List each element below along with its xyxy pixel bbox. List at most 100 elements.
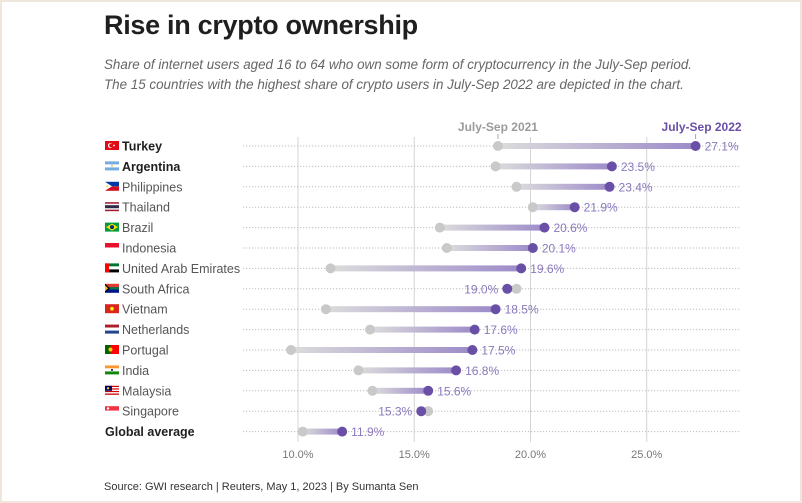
malaysia-flag <box>105 385 119 395</box>
chart-title: Rise in crypto ownership <box>104 10 418 40</box>
vietnam-flag <box>105 304 119 314</box>
country-label: India <box>122 364 149 378</box>
value-label: 15.3% <box>378 405 412 419</box>
value-label: 20.1% <box>542 242 576 256</box>
dot-2021 <box>423 406 434 417</box>
dot-2022 <box>516 263 527 274</box>
change-bar <box>495 163 612 170</box>
value-label: 23.4% <box>619 180 653 194</box>
change-bar <box>358 367 457 374</box>
dot-2022 <box>604 181 615 192</box>
dot-2022 <box>690 141 701 151</box>
data-row: United Arab Emirates 19.6% <box>105 262 740 276</box>
dot-2022 <box>606 161 617 172</box>
change-bar <box>302 428 343 435</box>
dot-2021 <box>511 283 522 294</box>
indonesia-flag <box>105 243 119 252</box>
data-row: Singapore 15.3% <box>105 405 740 419</box>
india-flag <box>105 365 119 375</box>
dot-2022 <box>467 345 478 355</box>
value-label: 15.6% <box>437 384 471 398</box>
dot-2021 <box>297 426 308 437</box>
country-label: Singapore <box>122 405 179 419</box>
legend-2021: July-Sep 2021 <box>458 120 538 134</box>
dot-2022 <box>337 426 348 437</box>
value-label: 23.5% <box>621 160 655 174</box>
country-label: Thailand <box>122 201 170 215</box>
country-label: Malaysia <box>122 384 171 398</box>
value-label: 16.8% <box>465 364 499 378</box>
data-row: India 16.8% <box>105 364 740 378</box>
country-label: Indonesia <box>122 242 176 256</box>
dot-2021 <box>353 365 364 376</box>
value-label: 17.6% <box>484 323 518 337</box>
change-bar <box>291 347 473 353</box>
dot-2021 <box>320 304 331 315</box>
dot-2021 <box>490 161 501 172</box>
change-bar <box>370 326 475 333</box>
dot-2022 <box>569 202 580 213</box>
dot-2022 <box>539 222 550 233</box>
dot-2021 <box>441 243 452 253</box>
dot-2022 <box>416 406 427 417</box>
data-row: Indonesia 20.1% <box>105 242 740 256</box>
uae-flag <box>105 263 119 273</box>
subtitle-line-1: Share of internet users aged 16 to 64 wh… <box>104 57 693 72</box>
data-row: Turkey 27.1% <box>105 140 740 154</box>
change-bar <box>439 224 545 231</box>
change-bar <box>372 387 429 394</box>
country-label: Argentina <box>122 160 181 174</box>
x-tick-label: 25.0% <box>631 449 662 461</box>
value-label: 19.0% <box>464 282 498 296</box>
country-label: Philippines <box>122 180 182 194</box>
data-row: Global average 11.9% <box>105 425 740 439</box>
dot-2021 <box>325 263 336 274</box>
data-row: South Africa 19.0% <box>105 282 740 296</box>
change-bar <box>532 204 575 211</box>
dot-2022 <box>502 283 513 294</box>
data-row: Philippines 23.4% <box>105 180 740 194</box>
data-row: Vietnam 18.5% <box>105 303 740 317</box>
turkey-flag <box>105 141 119 150</box>
change-bar <box>325 306 496 313</box>
dot-2021 <box>367 385 378 396</box>
data-row: Malaysia 15.6% <box>105 384 740 398</box>
dot-2022 <box>451 365 462 376</box>
philippines-flag <box>105 181 119 191</box>
data-row: Argentina 23.5% <box>105 160 740 174</box>
country-label: Netherlands <box>122 323 189 337</box>
country-label: United Arab Emirates <box>122 262 240 276</box>
change-bar <box>516 183 610 190</box>
change-bar <box>446 245 533 251</box>
dot-2022 <box>469 324 480 335</box>
singapore-flag <box>105 406 119 416</box>
thailand-flag <box>105 202 119 212</box>
value-label: 18.5% <box>505 303 539 317</box>
change-bar <box>330 265 522 272</box>
value-label: 11.9% <box>351 425 384 439</box>
value-label: 17.5% <box>481 344 515 358</box>
data-row: Brazil 20.6% <box>105 221 740 235</box>
value-label: 20.6% <box>553 221 587 235</box>
dot-2021 <box>365 324 376 335</box>
country-label: Global average <box>105 425 195 439</box>
argentina-flag <box>105 161 119 171</box>
value-label: 27.1% <box>705 140 739 154</box>
x-tick-label: 10.0% <box>282 449 313 461</box>
brazil-flag <box>105 222 119 232</box>
x-tick-label: 15.0% <box>399 449 430 461</box>
subtitle-line-2: The 15 countries with the highest share … <box>104 77 684 92</box>
dot-2022 <box>527 243 538 253</box>
south-africa-flag <box>105 283 119 293</box>
value-label: 21.9% <box>584 201 618 215</box>
data-row: Netherlands 17.6% <box>105 323 740 337</box>
dot-2021 <box>286 345 297 355</box>
portugal-flag <box>105 345 119 354</box>
change-bar <box>497 143 696 149</box>
country-label: Turkey <box>122 140 162 154</box>
dot-2021 <box>527 202 538 213</box>
legend-2022: July-Sep 2022 <box>662 120 742 134</box>
dot-2022 <box>423 385 434 396</box>
